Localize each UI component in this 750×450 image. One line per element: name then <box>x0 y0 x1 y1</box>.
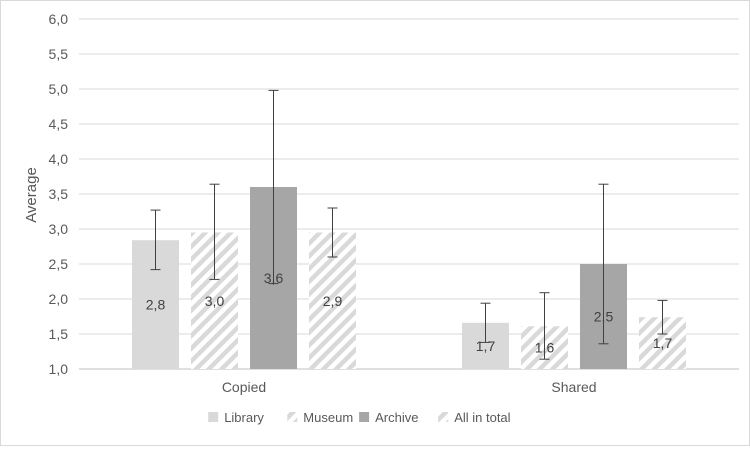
y-tick-label: 3,5 <box>49 186 69 202</box>
y-tick-label: 5,0 <box>49 81 69 97</box>
legend-swatch <box>359 412 370 422</box>
y-tick-label: 2,5 <box>49 256 69 272</box>
legend-item: Library <box>208 410 264 425</box>
x-tick-label: Shared <box>551 379 596 395</box>
legend-item: All in total <box>438 410 511 425</box>
y-tick-label: 3,0 <box>49 221 69 237</box>
y-tick-label: 4,5 <box>49 116 69 132</box>
data-label: 3,0 <box>205 293 225 309</box>
data-label: 2,8 <box>146 297 166 313</box>
data-label: 2,9 <box>323 293 343 309</box>
legend-item: Archive <box>359 410 418 425</box>
legend-label: All in total <box>454 410 510 425</box>
legend-swatch <box>208 412 219 422</box>
data-label: 2,5 <box>594 309 614 325</box>
legend-label: Library <box>224 410 264 425</box>
x-tick-label: Copied <box>222 379 266 395</box>
y-tick-label: 1,0 <box>49 361 69 377</box>
legend-swatch <box>438 412 449 422</box>
legend-item: Museum <box>287 410 353 425</box>
y-tick-label: 2,0 <box>49 291 69 307</box>
data-label: 1,6 <box>535 340 555 356</box>
data-labels: 2,8 3,0 3,6 2,9 1,7 1,6 2,5 1,7 <box>146 270 673 356</box>
error-bars <box>150 89 668 360</box>
data-label: 3,6 <box>264 270 284 286</box>
y-tick-label: 6,0 <box>49 11 69 27</box>
legend-swatch <box>287 412 298 422</box>
legend-label: Archive <box>375 410 418 425</box>
data-label: 1,7 <box>653 335 673 351</box>
gridlines <box>79 18 739 370</box>
bars <box>132 187 686 369</box>
legend-label: Museum <box>303 410 353 425</box>
legend: Library Museum Archive All in total <box>208 410 511 425</box>
y-tick-label: 1,5 <box>49 326 69 342</box>
data-label: 1,7 <box>476 338 496 354</box>
axes: 1,0 1,5 2,0 2,5 3,0 3,5 4,0 4,5 5,0 5,5 6,0 Copied S… <box>49 11 739 395</box>
y-tick-label: 4,0 <box>49 151 69 167</box>
y-tick-label: 5,5 <box>49 46 69 62</box>
y-axis-title: Average <box>23 167 40 223</box>
